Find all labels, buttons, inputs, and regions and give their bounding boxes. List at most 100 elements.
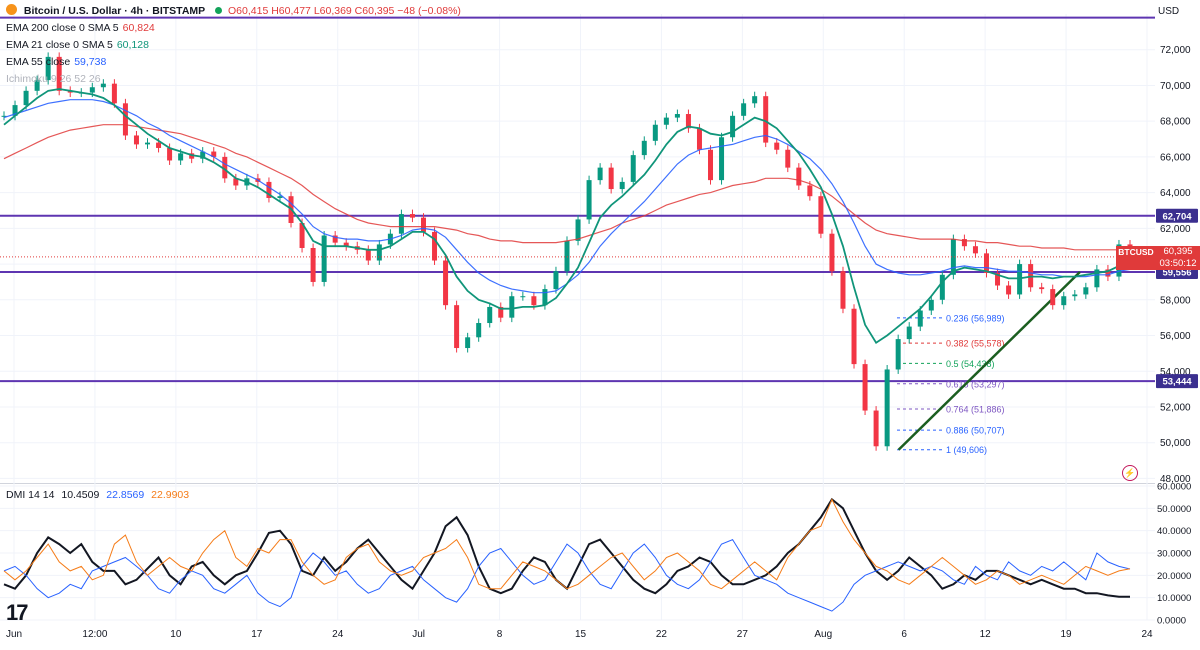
indicator-ichimoku[interactable]: Ichimoku 9 26 52 26 bbox=[6, 73, 105, 85]
y-tick-label: 52,000 bbox=[1160, 402, 1191, 413]
candle-body bbox=[752, 96, 758, 104]
candle-body bbox=[542, 289, 548, 306]
indicator-ema200[interactable]: EMA 200 close 0 SMA 5 60,824 bbox=[6, 22, 159, 34]
x-tick-label: 17 bbox=[251, 629, 263, 640]
level-label: 59,556 bbox=[1162, 268, 1191, 279]
x-tick-label: 12 bbox=[980, 629, 992, 640]
candle-body bbox=[222, 156, 228, 179]
candle-body bbox=[376, 244, 382, 261]
candle-body bbox=[1094, 269, 1100, 288]
y-tick-label: 56,000 bbox=[1160, 331, 1191, 342]
candle-body bbox=[156, 142, 162, 148]
candle-body bbox=[1028, 264, 1034, 288]
candle-body bbox=[145, 142, 151, 145]
candle-body bbox=[1072, 294, 1078, 297]
dmi-tick-label: 40.0000 bbox=[1157, 526, 1191, 537]
y-tick-label: 50,000 bbox=[1160, 438, 1191, 449]
indicator-label: EMA 55 close bbox=[6, 56, 71, 68]
dmi-plus-value: 22.8569 bbox=[106, 489, 145, 501]
candle-body bbox=[1083, 287, 1089, 295]
candle-body bbox=[498, 306, 504, 318]
y-tick-label: 70,000 bbox=[1160, 81, 1191, 92]
candle-body bbox=[939, 274, 945, 300]
dmi-tick-label: 20.0000 bbox=[1157, 571, 1191, 582]
indicator-value: 60,128 bbox=[116, 39, 149, 51]
x-tick-label: 6 bbox=[901, 629, 907, 640]
candle-body bbox=[454, 305, 460, 349]
bitcoin-icon bbox=[6, 4, 17, 15]
candle-body bbox=[807, 185, 813, 197]
candle-body bbox=[365, 249, 371, 261]
candle-body bbox=[111, 83, 117, 104]
candle-body bbox=[663, 117, 669, 125]
candle-body bbox=[961, 239, 967, 247]
y-tick-label: 54,000 bbox=[1160, 367, 1191, 378]
symbol-legend[interactable]: Bitcoin / U.S. Dollar · 4h · BITSTAMP O6… bbox=[6, 4, 465, 17]
candle-body bbox=[1006, 285, 1012, 295]
candle-body bbox=[972, 246, 978, 254]
candle-body bbox=[719, 137, 725, 181]
candle-body bbox=[233, 178, 239, 186]
y-tick-label: 68,000 bbox=[1160, 117, 1191, 128]
candle-body bbox=[884, 369, 890, 447]
candle-body bbox=[995, 273, 1001, 286]
candle-body bbox=[730, 115, 736, 138]
candle-body bbox=[674, 114, 680, 118]
x-tick-label: 19 bbox=[1061, 629, 1073, 640]
candle-body bbox=[1061, 296, 1067, 306]
candle-body bbox=[23, 90, 29, 106]
candle-body bbox=[1050, 289, 1056, 306]
candle-body bbox=[895, 339, 901, 370]
candle-body bbox=[343, 242, 349, 247]
candle-body bbox=[862, 364, 868, 411]
fib-level-label: 0.764 (51,886) bbox=[946, 405, 1005, 415]
y-tick-label: 62,000 bbox=[1160, 224, 1191, 235]
indicator-label: EMA 21 close 0 SMA 5 bbox=[6, 39, 113, 51]
x-tick-label: Jun bbox=[6, 629, 22, 640]
candle-body bbox=[774, 142, 780, 150]
candle-body bbox=[398, 214, 404, 234]
indicator-ema55[interactable]: EMA 55 close 59,738 bbox=[6, 56, 110, 68]
fib-level-label: 1 (49,606) bbox=[946, 445, 987, 455]
currency-label[interactable]: USD bbox=[1158, 6, 1180, 17]
candle-body bbox=[189, 153, 195, 159]
y-tick-label: 64,000 bbox=[1160, 188, 1191, 199]
x-tick-label: Jul bbox=[412, 629, 425, 640]
candle-body bbox=[818, 196, 824, 234]
candle-body bbox=[983, 253, 989, 274]
candle-body bbox=[310, 248, 316, 282]
candle-body bbox=[531, 296, 537, 306]
candle-body bbox=[917, 310, 923, 327]
dmi-legend[interactable]: DMI 14 14 10.4509 22.8569 22.9903 bbox=[6, 489, 193, 501]
level-badge bbox=[1156, 208, 1198, 223]
y-tick-label: 48,000 bbox=[1160, 474, 1191, 485]
candle-body bbox=[409, 214, 415, 218]
candle-body bbox=[696, 128, 702, 150]
candle-body bbox=[652, 124, 658, 141]
ascending-trendline bbox=[897, 271, 1081, 451]
candle-body bbox=[299, 222, 305, 248]
candle-body bbox=[56, 56, 62, 91]
candle-body bbox=[200, 151, 206, 159]
dmi-di-line bbox=[3, 498, 1131, 590]
indicator-ema21[interactable]: EMA 21 close 0 SMA 5 60,128 bbox=[6, 39, 153, 51]
candle-body bbox=[597, 167, 603, 181]
fib-level-label: 0.5 (54,438) bbox=[946, 359, 995, 369]
fib-level-label: 0.382 (55,578) bbox=[946, 339, 1005, 349]
bar-countdown: 03:50:12 bbox=[1159, 258, 1197, 269]
candle-body bbox=[829, 233, 835, 272]
symbol-title: Bitcoin / U.S. Dollar · 4h · BITSTAMP bbox=[23, 5, 206, 17]
candle-body bbox=[685, 114, 691, 129]
candle-body bbox=[432, 231, 438, 261]
indicator-value: 59,738 bbox=[74, 56, 107, 68]
candle-body bbox=[741, 103, 747, 116]
candle-body bbox=[509, 296, 515, 318]
indicator-label: Ichimoku 9 26 52 26 bbox=[6, 73, 101, 85]
candle-body bbox=[122, 103, 128, 136]
y-tick-label: 58,000 bbox=[1160, 295, 1191, 306]
candle-body bbox=[1105, 269, 1111, 277]
flash-icon[interactable]: ⚡ bbox=[1122, 465, 1138, 481]
candle-body bbox=[211, 151, 217, 157]
candle-body bbox=[487, 306, 493, 324]
